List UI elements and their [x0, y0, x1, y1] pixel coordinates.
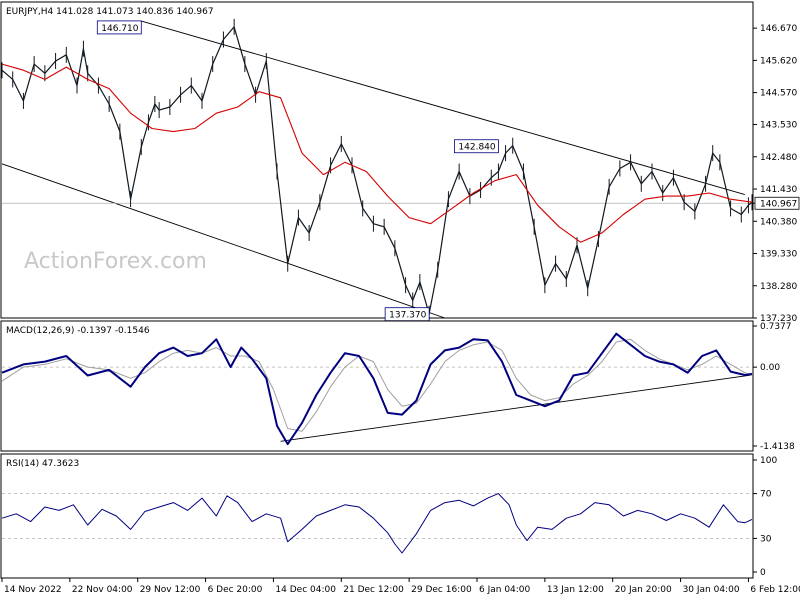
time-tick-label: 21 Dec 12:00 — [343, 585, 404, 595]
price-tick-label: 141.430 — [760, 185, 797, 195]
swing-label-box — [96, 20, 142, 35]
price-tick-label: 145.620 — [760, 56, 797, 66]
current-price-label-box — [754, 196, 800, 210]
rsi-tick-label: 0 — [760, 568, 766, 578]
swing-label: 146.710 — [101, 24, 138, 34]
time-tick-label: 6 Dec 20:00 — [208, 585, 263, 595]
time-tick-label: 30 Jan 04:00 — [683, 585, 740, 595]
price-tick-label: 139.330 — [760, 250, 797, 260]
rsi-tick-label: 100 — [760, 456, 777, 466]
price-tick-label: 140.380 — [760, 217, 797, 227]
current-price-label: 140.967 — [760, 199, 797, 209]
time-tick-label: 14 Dec 04:00 — [275, 585, 336, 595]
time-tick-label: 22 Nov 04:00 — [72, 585, 133, 595]
price-panel: 146.710 142.840 137.370 EURJPY,H4 141.028 … — [0, 1, 800, 324]
price-tick-label: 138.280 — [760, 282, 797, 292]
macd-header: MACD(12,26,9) -0.1397 -0.1546 — [6, 326, 150, 336]
price-tick-label: 137.230 — [760, 314, 797, 324]
time-tick-label: 20 Jan 20:00 — [615, 585, 672, 595]
macd-panel: MACD(12,26,9) -0.1397 -0.1546 0.7377 0.00… — [0, 320, 795, 452]
swing-label: 137.370 — [389, 311, 426, 321]
time-axis: 14 Nov 2022 22 Nov 04:00 29 Nov 12:00 6 Dec… — [1, 578, 800, 595]
macd-line — [1, 332, 753, 446]
channel-trendline-0 — [141, 20, 745, 195]
macd-tick-label: 0.00 — [760, 363, 780, 373]
macd-tick-label: -1.4138 — [760, 442, 795, 452]
time-tick-label: 29 Dec 16:00 — [411, 585, 472, 595]
time-tick-label: 29 Nov 12:00 — [140, 585, 201, 595]
time-tick-label: 13 Jan 12:00 — [547, 585, 604, 595]
macd-trendline — [280, 374, 753, 442]
rsi-line — [1, 493, 753, 554]
channel-trendline-1 — [1, 163, 446, 319]
rsi-panel-frame — [0, 453, 754, 579]
moving-average-line — [1, 63, 753, 243]
price-header: EURJPY,H4 141.028 141.073 140.836 140.96… — [6, 7, 214, 17]
rsi-header: RSI(14) 47.3623 — [6, 459, 79, 469]
rsi-tick-label: 30 — [760, 534, 772, 544]
time-tick-label: 6 Jan 04:00 — [479, 585, 531, 595]
watermark: ActionForex.com — [24, 249, 207, 274]
time-tick-label: 6 Feb 12:00 — [750, 585, 800, 595]
macd-tick-label: 0.7377 — [760, 322, 792, 332]
swing-label-box — [454, 139, 499, 154]
price-tick-label: 144.570 — [760, 89, 797, 99]
rsi-tick-label: 70 — [760, 490, 772, 500]
price-panel-frame — [0, 1, 754, 319]
rsi-panel: RSI(14) 47.3623 100 70 30 0 — [0, 453, 777, 579]
price-tick-label: 146.670 — [760, 24, 797, 34]
swing-label: 142.840 — [458, 143, 495, 153]
price-tick-label: 142.480 — [760, 153, 797, 163]
macd-signal-line — [1, 338, 753, 432]
price-tick-label: 143.530 — [760, 121, 797, 131]
time-tick-label: 14 Nov 2022 — [4, 585, 62, 595]
